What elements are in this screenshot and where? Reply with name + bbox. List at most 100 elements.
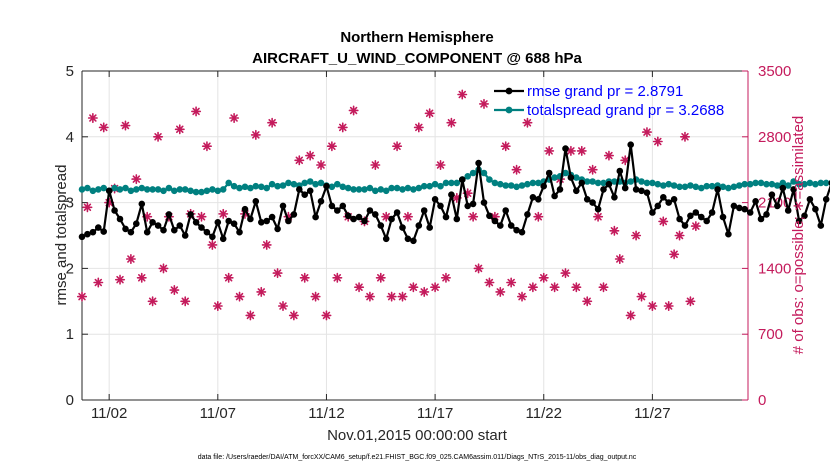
- series-point-rmse: [143, 228, 151, 236]
- series-point-totalspread: [127, 187, 135, 195]
- series-point-totalspread: [502, 182, 510, 189]
- series-point-totalspread: [372, 187, 379, 195]
- series-point-totalspread: [100, 184, 107, 192]
- series-point-rmse: [573, 187, 580, 195]
- obs-marker-assimilated: [332, 272, 343, 283]
- series-point-totalspread: [638, 178, 645, 185]
- series-point-totalspread: [382, 187, 390, 195]
- series-point-totalspread: [176, 186, 184, 193]
- series-point-totalspread: [774, 182, 781, 189]
- obs-marker-assimilated: [641, 127, 652, 138]
- series-point-totalspread: [301, 179, 309, 187]
- obs-marker-assimilated: [587, 164, 598, 175]
- series-point-rmse: [263, 217, 271, 225]
- x-axis-label: Nov.01,2015 00:00:00 start: [327, 427, 508, 444]
- legend-swatch-marker: [505, 87, 513, 95]
- series-point-rmse: [230, 220, 238, 227]
- obs-marker-assimilated: [631, 230, 642, 241]
- series-point-totalspread: [290, 180, 298, 188]
- obs-marker-assimilated: [658, 216, 669, 227]
- x-tick-label: 11/12: [308, 405, 344, 422]
- series-point-totalspread: [192, 188, 200, 196]
- series-point-totalspread: [95, 186, 102, 193]
- obs-marker-assimilated: [272, 268, 283, 279]
- series-point-rmse: [89, 228, 97, 236]
- obs-marker-assimilated: [294, 155, 305, 166]
- series-point-totalspread: [89, 187, 97, 195]
- obs-marker-assimilated: [120, 120, 131, 131]
- series-point-rmse: [643, 189, 651, 196]
- obs-marker-assimilated: [484, 277, 495, 288]
- series-point-rmse: [578, 179, 586, 187]
- obs-marker-assimilated: [397, 291, 408, 302]
- obs-marker-assimilated: [576, 145, 587, 156]
- series-point-totalspread: [529, 179, 537, 187]
- series-point-totalspread: [660, 182, 667, 189]
- series-point-rmse: [192, 219, 200, 226]
- obs-marker-assimilated: [408, 282, 419, 293]
- series-point-rmse: [649, 209, 656, 216]
- obs-marker-assimilated: [571, 282, 582, 293]
- obs-marker-assimilated: [326, 141, 337, 152]
- obs-marker-assimilated: [663, 300, 674, 312]
- obs-marker-assimilated: [337, 122, 348, 133]
- series-point-rmse: [817, 222, 825, 229]
- series-point-totalspread: [247, 184, 254, 192]
- series-point-rmse: [415, 222, 423, 229]
- series-point-rmse: [567, 174, 575, 181]
- series-point-totalspread: [181, 186, 189, 193]
- y-tick-label: 2: [66, 260, 74, 277]
- series-point-totalspread: [225, 179, 232, 187]
- series-point-totalspread: [328, 183, 336, 191]
- series-point-rmse: [774, 202, 781, 210]
- series-point-totalspread: [133, 186, 140, 193]
- series-point-rmse: [806, 196, 814, 203]
- series-point-rmse: [491, 217, 499, 225]
- obs-marker-assimilated: [93, 277, 104, 288]
- obs-marker-assimilated: [348, 105, 359, 116]
- series-point-totalspread: [377, 186, 385, 193]
- series-point-totalspread: [154, 186, 162, 193]
- series-point-rmse: [714, 186, 721, 193]
- obs-marker-assimilated: [169, 285, 180, 296]
- obs-marker-assimilated: [131, 174, 142, 185]
- series-point-totalspread: [171, 187, 178, 195]
- series-point-rmse: [687, 212, 694, 220]
- obs-marker-assimilated: [229, 113, 240, 123]
- series-point-rmse: [306, 187, 314, 195]
- obs-marker-assimilated: [136, 272, 147, 283]
- series-point-rmse: [328, 202, 336, 210]
- series-point-rmse: [165, 211, 173, 218]
- series-point-totalspread: [160, 187, 167, 195]
- obs-marker-assimilated: [153, 131, 164, 142]
- series-point-rmse: [681, 222, 689, 229]
- series-point-totalspread: [464, 173, 472, 180]
- obs-marker-assimilated: [609, 225, 620, 236]
- series-point-rmse: [752, 198, 759, 205]
- series-point-totalspread: [719, 183, 727, 191]
- series-point-totalspread: [143, 186, 151, 193]
- series-point-totalspread: [339, 183, 347, 191]
- series-point-totalspread: [426, 182, 434, 190]
- y-tick-label: 4: [66, 129, 74, 146]
- series-point-rmse: [344, 212, 352, 220]
- obs-marker-assimilated: [375, 272, 386, 283]
- obs-marker-assimilated: [446, 117, 457, 128]
- x-tick-label: 11/07: [200, 405, 236, 422]
- series-point-rmse: [84, 230, 91, 238]
- series-point-rmse: [627, 141, 635, 148]
- series-point-rmse: [779, 184, 787, 192]
- series-point-totalspread: [122, 184, 129, 192]
- series-point-totalspread: [442, 179, 450, 187]
- series-point-rmse: [442, 213, 450, 221]
- series-point-totalspread: [355, 186, 363, 193]
- obs-marker-assimilated: [98, 122, 109, 133]
- obs-marker-assimilated: [267, 117, 278, 128]
- obs-marker-assimilated: [218, 208, 229, 219]
- y-tick-label: 3: [66, 195, 74, 212]
- series-point-rmse: [176, 222, 184, 229]
- series-point-rmse: [410, 237, 417, 245]
- series-point-rmse: [171, 226, 178, 234]
- series-totalspread: [78, 166, 830, 196]
- obs-marker-assimilated: [473, 263, 484, 274]
